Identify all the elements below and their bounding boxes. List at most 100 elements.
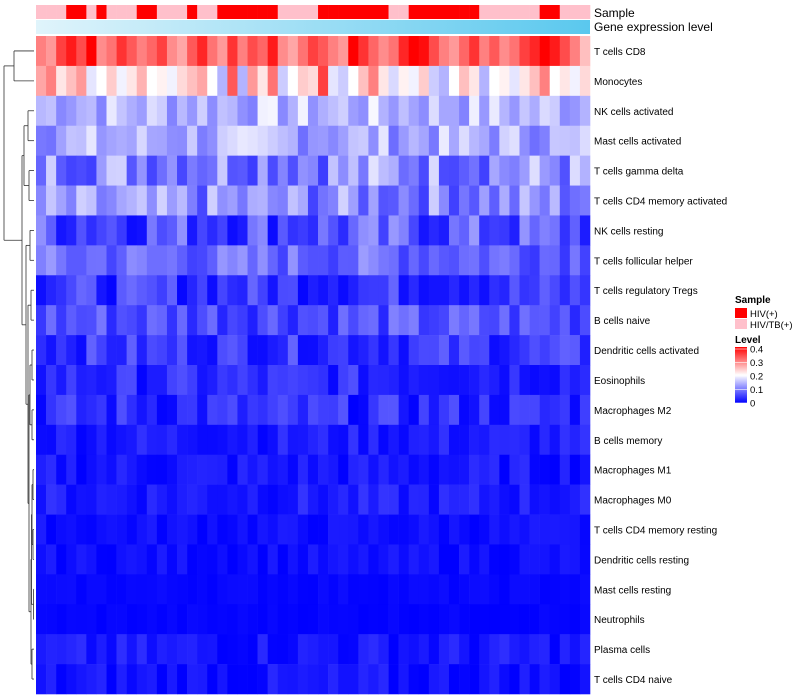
heatmap-cell xyxy=(106,544,117,575)
heatmap-cell xyxy=(448,36,460,67)
heatmap-cell xyxy=(459,335,470,366)
heatmap-cell xyxy=(549,95,561,127)
heatmap-cell xyxy=(469,664,480,695)
heatmap-cell xyxy=(136,544,148,575)
heatmap-cell xyxy=(479,245,490,276)
heatmap-cell xyxy=(156,335,168,366)
heatmap-cell xyxy=(166,424,178,456)
heatmap-cell xyxy=(177,574,188,605)
heatmap-cell xyxy=(428,394,440,426)
heatmap-cell xyxy=(418,305,430,336)
heatmap-cell xyxy=(156,574,168,605)
heatmap-cell xyxy=(86,544,97,575)
heatmap-cell xyxy=(408,65,420,97)
heatmap-cell xyxy=(418,544,430,575)
heatmap-cell xyxy=(358,215,369,246)
heatmap-cell xyxy=(287,394,299,426)
heatmap-cell xyxy=(56,394,67,426)
heatmap-cell xyxy=(46,335,57,366)
heatmap-cell xyxy=(358,514,369,545)
heatmap-cell xyxy=(307,245,319,276)
heatmap-cell xyxy=(378,155,389,186)
heatmap-cell xyxy=(36,65,47,97)
heatmap-cell xyxy=(307,125,319,156)
heatmap-cell xyxy=(257,634,268,665)
heatmap-cell xyxy=(76,454,87,485)
heatmap-cell xyxy=(277,125,289,156)
heatmap-cell xyxy=(76,275,87,306)
heatmap-cell xyxy=(247,335,258,366)
heatmap-cell xyxy=(408,664,420,695)
heatmap-cell xyxy=(76,65,87,97)
heatmap-cell xyxy=(418,245,430,276)
heatmap-cell xyxy=(207,664,218,695)
heatmap-cell xyxy=(116,245,127,276)
heatmap-cell xyxy=(116,514,127,545)
heatmap-cell xyxy=(106,484,117,515)
heatmap-cell xyxy=(428,484,440,515)
heatmap-cell xyxy=(86,574,97,605)
heatmap-cell xyxy=(267,275,279,306)
heatmap-cell xyxy=(529,424,540,456)
legend-level-title: Level xyxy=(735,335,761,346)
heatmap-cell xyxy=(328,634,339,665)
heatmap-cell xyxy=(297,275,309,306)
heatmap-cell xyxy=(177,245,188,276)
heatmap-cell xyxy=(529,125,540,156)
heatmap-cell xyxy=(46,185,57,216)
heatmap-cell xyxy=(438,424,450,456)
heatmap-cell xyxy=(66,275,77,306)
heatmap-cell xyxy=(519,125,530,156)
heatmap-cell xyxy=(116,305,127,336)
heatmap-cell xyxy=(579,604,591,635)
heatmap-cell xyxy=(307,335,319,366)
heatmap-cell xyxy=(116,335,127,366)
heatmap-cell xyxy=(177,125,188,156)
heatmap-cell xyxy=(267,454,279,485)
heatmap-cell xyxy=(539,275,551,306)
heatmap-cell xyxy=(197,275,208,306)
heatmap-cell xyxy=(328,335,339,366)
heatmap-cell xyxy=(358,275,369,306)
heatmap-cell xyxy=(66,335,77,366)
heatmap-cell xyxy=(318,514,329,545)
heatmap-cell xyxy=(388,155,399,186)
heatmap-cell xyxy=(479,634,490,665)
heatmap-cell xyxy=(408,424,420,456)
heatmap-cell xyxy=(398,634,409,665)
heatmap-cell xyxy=(237,335,248,366)
heatmap-cell xyxy=(227,36,238,67)
heatmap-cell xyxy=(408,335,420,366)
heatmap-cell xyxy=(448,394,460,426)
heatmap-cell xyxy=(549,574,561,605)
heatmap-cell xyxy=(66,664,77,695)
heatmap-cell xyxy=(307,215,319,246)
heatmap-cell xyxy=(86,245,97,276)
heatmap-cell xyxy=(197,574,208,605)
heatmap-cell xyxy=(247,574,258,605)
heatmap-cell xyxy=(328,275,339,306)
heatmap-cell xyxy=(307,305,319,336)
heatmap-cell xyxy=(489,634,500,665)
heatmap-cell xyxy=(237,664,248,695)
heatmap-cell xyxy=(499,634,510,665)
heatmap-cell xyxy=(287,125,299,156)
heatmap-cell xyxy=(207,365,218,396)
heatmap-cell xyxy=(76,36,87,67)
row-dendrogram xyxy=(3,50,34,680)
heatmap-cell xyxy=(197,305,208,336)
heatmap-cell xyxy=(287,365,299,396)
heatmap-cell xyxy=(549,664,561,695)
heatmap-cell xyxy=(187,424,198,456)
heatmap-cell xyxy=(469,514,480,545)
heatmap-cell xyxy=(257,454,268,485)
heatmap-cell xyxy=(126,454,138,485)
heatmap-cell xyxy=(469,36,480,67)
heatmap-cell xyxy=(36,484,47,515)
heatmap-cell xyxy=(136,155,148,186)
heatmap-cell xyxy=(116,574,127,605)
heatmap-cell xyxy=(227,484,238,515)
sample-annotation-cell xyxy=(36,5,47,19)
heatmap-cell xyxy=(519,544,530,575)
heatmap-cell xyxy=(177,155,188,186)
